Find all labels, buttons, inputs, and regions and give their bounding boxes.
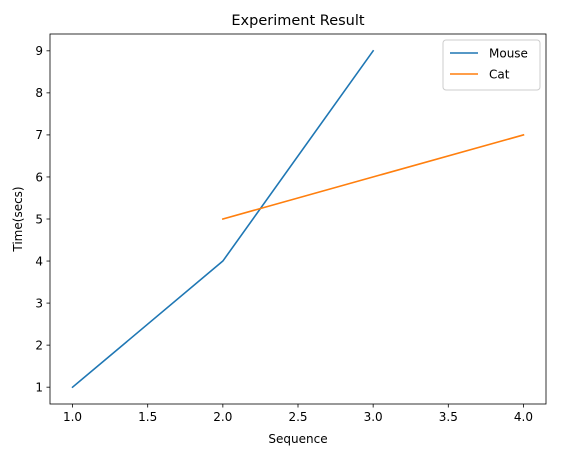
legend-label-cat: Cat (489, 67, 510, 81)
x-tick-label: 3.0 (364, 410, 383, 424)
y-tick-label: 1 (35, 380, 43, 394)
y-tick-label: 2 (35, 338, 43, 352)
chart-title: Experiment Result (231, 13, 365, 29)
x-tick-label: 3.5 (439, 410, 458, 424)
legend: Mouse Cat (442, 39, 541, 91)
y-tick-label: 8 (35, 86, 43, 100)
x-axis-label: Sequence (268, 432, 327, 446)
series-line-mouse (71, 49, 375, 389)
y-tick-label: 5 (35, 212, 43, 226)
y-tick-label: 7 (35, 128, 43, 142)
series-layer (71, 49, 525, 389)
x-tick-label: 1.5 (138, 410, 157, 424)
y-tick-label: 9 (35, 44, 43, 58)
y-tick-label: 3 (35, 296, 43, 310)
y-tick-label: 6 (35, 170, 43, 184)
x-tick-label: 2.5 (288, 410, 307, 424)
y-tick-label: 4 (35, 254, 43, 268)
x-tick-label: 2.0 (213, 410, 232, 424)
x-axis: 1.0 1.5 2.0 2.5 3.0 3.5 4.0 (63, 404, 533, 424)
y-axis: 1 2 3 4 5 6 7 8 9 (35, 44, 50, 394)
y-axis-label: Time(secs) (11, 186, 25, 252)
legend-label-mouse: Mouse (489, 46, 528, 60)
series-line-cat (221, 133, 525, 220)
x-tick-label: 4.0 (514, 410, 533, 424)
x-tick-label: 1.0 (63, 410, 82, 424)
